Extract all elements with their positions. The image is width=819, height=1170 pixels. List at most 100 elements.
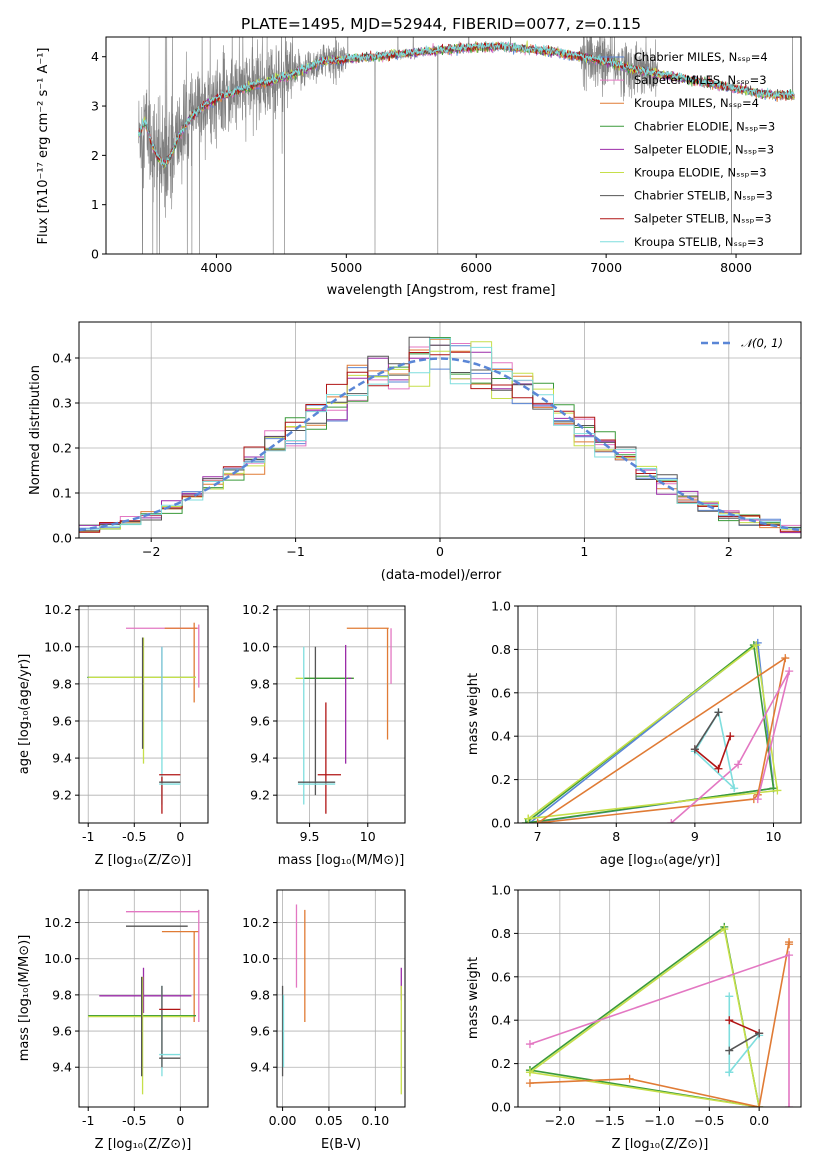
x-tick-label: -1 [82, 1113, 94, 1128]
axis-layer: -1 -0.5 0 9.4 9.6 9.8 10.0 10.2 [44, 889, 209, 1128]
mass-weight-marker [525, 1040, 534, 1049]
age-vs-metallicity-xlabel: Z [log₁₀(Z/Z⊙)] [95, 853, 192, 868]
mass-weight-marker [726, 732, 735, 741]
mass-weight-line [728, 1032, 760, 1052]
y-tick-label: 10.0 [44, 639, 72, 654]
x-tick-label: 1 [580, 544, 588, 559]
mass-weight-marker [690, 745, 699, 754]
axis-layer: −2.0 −1.5 −1.0 −0.5 0.0 0.0 0.2 0.4 0.6 0.8 1.0 [491, 883, 802, 1128]
x-tick-label: −2.0 [545, 1113, 575, 1128]
x-tick-label: −1.0 [644, 1113, 674, 1128]
data-layer [87, 622, 200, 814]
x-tick-label: -0.5 [122, 829, 146, 844]
x-tick-label: −1 [286, 544, 304, 559]
axes-frame [78, 889, 209, 1108]
x-tick-label: -1 [82, 829, 94, 844]
y-tick-label: 10.2 [44, 915, 72, 930]
mass-weight-marker [714, 764, 723, 773]
legend-label: Chabrier MILES, Nₛₛₚ=4 [634, 50, 768, 64]
mass-weight-marker [785, 1103, 794, 1107]
axis-layer: -1 -0.5 0 9.2 9.4 9.6 9.8 10.0 10.2 [44, 602, 209, 844]
mass-weight-marker [524, 814, 533, 823]
x-tick-label: 0.00 [269, 1113, 297, 1128]
mass-weight-line [529, 641, 775, 823]
age-vs-metallicity-plot-area: -1 -0.5 0 9.2 9.4 9.6 9.8 10.0 10.2 [44, 602, 209, 844]
mass-weight-line [529, 925, 760, 1107]
x-tick-label: 0.10 [361, 1113, 389, 1128]
residuals-panel: −2 −1 0 1 2 0.0 0.1 0.2 0.3 0.4 (data-model)/erro… [28, 321, 802, 583]
mass-weight-marker [725, 1046, 734, 1055]
x-tick-label: 0 [436, 544, 444, 559]
age-vs-mass-xlabel: mass [log₁₀(M/M⊙)] [278, 853, 405, 868]
y-tick-label: 10.2 [242, 602, 270, 617]
spectrum-plot-area: 4000 5000 6000 7000 8000 0 1 2 3 4 [91, 36, 802, 275]
x-tick-label: 8000 [720, 260, 752, 275]
mass-weight-marker [785, 667, 794, 676]
y-tick-label: 9.8 [250, 676, 270, 691]
y-tick-label: 0.4 [491, 1013, 511, 1028]
weight-vs-age-panel: 7 8 9 10 0.0 0.2 0.4 0.6 0.8 1.0 age [log₁₀(age/y… [466, 599, 802, 868]
weight-vs-metallicity-panel: −2.0 −1.5 −1.0 −0.5 0.0 0.0 0.2 0.4 0.6 0.8 1.0 Z … [466, 883, 802, 1152]
legend-label: Kroupa STELIB, Nₛₛₚ=3 [634, 235, 764, 249]
mass-weight-marker [725, 1068, 734, 1077]
weight-vs-age-ylabel: mass weight [466, 673, 481, 755]
mass-vs-extinction-xlabel: E(B-V) [321, 1137, 361, 1152]
mass-weight-marker [755, 1103, 764, 1107]
x-tick-label: −0.5 [694, 1113, 724, 1128]
age-vs-mass-plot-area: 9.5 10 9.2 9.4 9.6 9.8 10.0 10.2 [242, 602, 406, 844]
mass-weight-marker [785, 951, 794, 960]
x-tick-label: 6000 [460, 260, 492, 275]
spectrum-title: PLATE=1495, MJD=52944, FIBERID=0077, z=0… [241, 15, 641, 33]
axes-frame [517, 889, 802, 1108]
y-tick-label: 4 [91, 49, 99, 64]
mass-weight-marker [734, 760, 743, 769]
legend-label: Salpeter ELODIE, Nₛₛₚ=3 [634, 142, 774, 156]
mass-weight-marker [521, 819, 530, 823]
mass-weight-marker [533, 819, 542, 823]
residual-histogram-step [79, 337, 801, 530]
x-tick-label: 0.0 [749, 1113, 769, 1128]
mass-weight-line [537, 656, 787, 823]
y-tick-label: 1.0 [491, 599, 511, 614]
residuals-xlabel: (data-model)/error [381, 568, 502, 583]
legend-label: Chabrier STELIB, Nₛₛₚ=3 [634, 189, 773, 203]
x-tick-label: 0 [176, 1113, 184, 1128]
x-tick-label: 7 [534, 829, 542, 844]
mass-vs-metallicity-xlabel: Z [log₁₀(Z/Z⊙)] [95, 1137, 192, 1152]
mass-weight-marker [730, 784, 739, 793]
y-tick-label: 0.2 [491, 772, 511, 787]
y-tick-label: 9.6 [52, 1024, 72, 1039]
y-tick-label: 0.8 [491, 926, 511, 941]
grid-lines [277, 606, 405, 823]
mass-weight-marker [667, 819, 676, 823]
mass-weight-marker [773, 786, 782, 795]
mass-weight-marker [755, 1029, 764, 1038]
spectrum-ylabel: Flux [fλ10⁻¹⁷ erg cm⁻² s⁻¹ A⁻¹] [36, 48, 51, 245]
axis-layer: 9.5 10 9.2 9.4 9.6 9.8 10.0 10.2 [242, 602, 406, 844]
mass-weight-marker [714, 708, 723, 717]
y-tick-label: 0.2 [52, 441, 72, 456]
mass-weight-line [670, 670, 790, 823]
gaussian-legend-label: 𝒩(0, 1) [741, 336, 783, 350]
x-tick-label: 7000 [590, 260, 622, 275]
axes-frame [78, 605, 209, 824]
y-tick-label: 9.8 [52, 987, 72, 1002]
y-tick-label: 0.4 [491, 729, 511, 744]
x-tick-label: −2 [142, 544, 160, 559]
mass-vs-metallicity-plot-area: -1 -0.5 0 9.4 9.6 9.8 10.0 10.2 [44, 889, 209, 1128]
mass-weight-marker [725, 992, 734, 1001]
weight-vs-metallicity-ylabel: mass weight [466, 957, 481, 1039]
mass-weight-line [728, 1019, 760, 1034]
legend-label: Kroupa ELODIE, Nₛₛₚ=3 [634, 166, 767, 180]
x-tick-label: 10 [766, 829, 782, 844]
spectrum-legend: Chabrier MILES, Nₛₛₚ=4 Salpeter MILES, Nₛ… [600, 50, 775, 249]
weight-vs-metallicity-xlabel: Z [log₁₀(Z/Z⊙)] [612, 1137, 709, 1152]
y-tick-label: 9.8 [250, 987, 270, 1002]
mass-vs-metallicity-panel: -1 -0.5 0 9.4 9.6 9.8 10.0 10.2 Z [log₁₀(Z/Z⊙)]… [17, 889, 209, 1152]
gaussian-reference-curve [79, 357, 801, 532]
mass-weight-line [694, 711, 720, 750]
y-tick-label: 9.6 [250, 1024, 270, 1039]
x-tick-label: 10 [360, 829, 376, 844]
data-layer [88, 909, 200, 1095]
